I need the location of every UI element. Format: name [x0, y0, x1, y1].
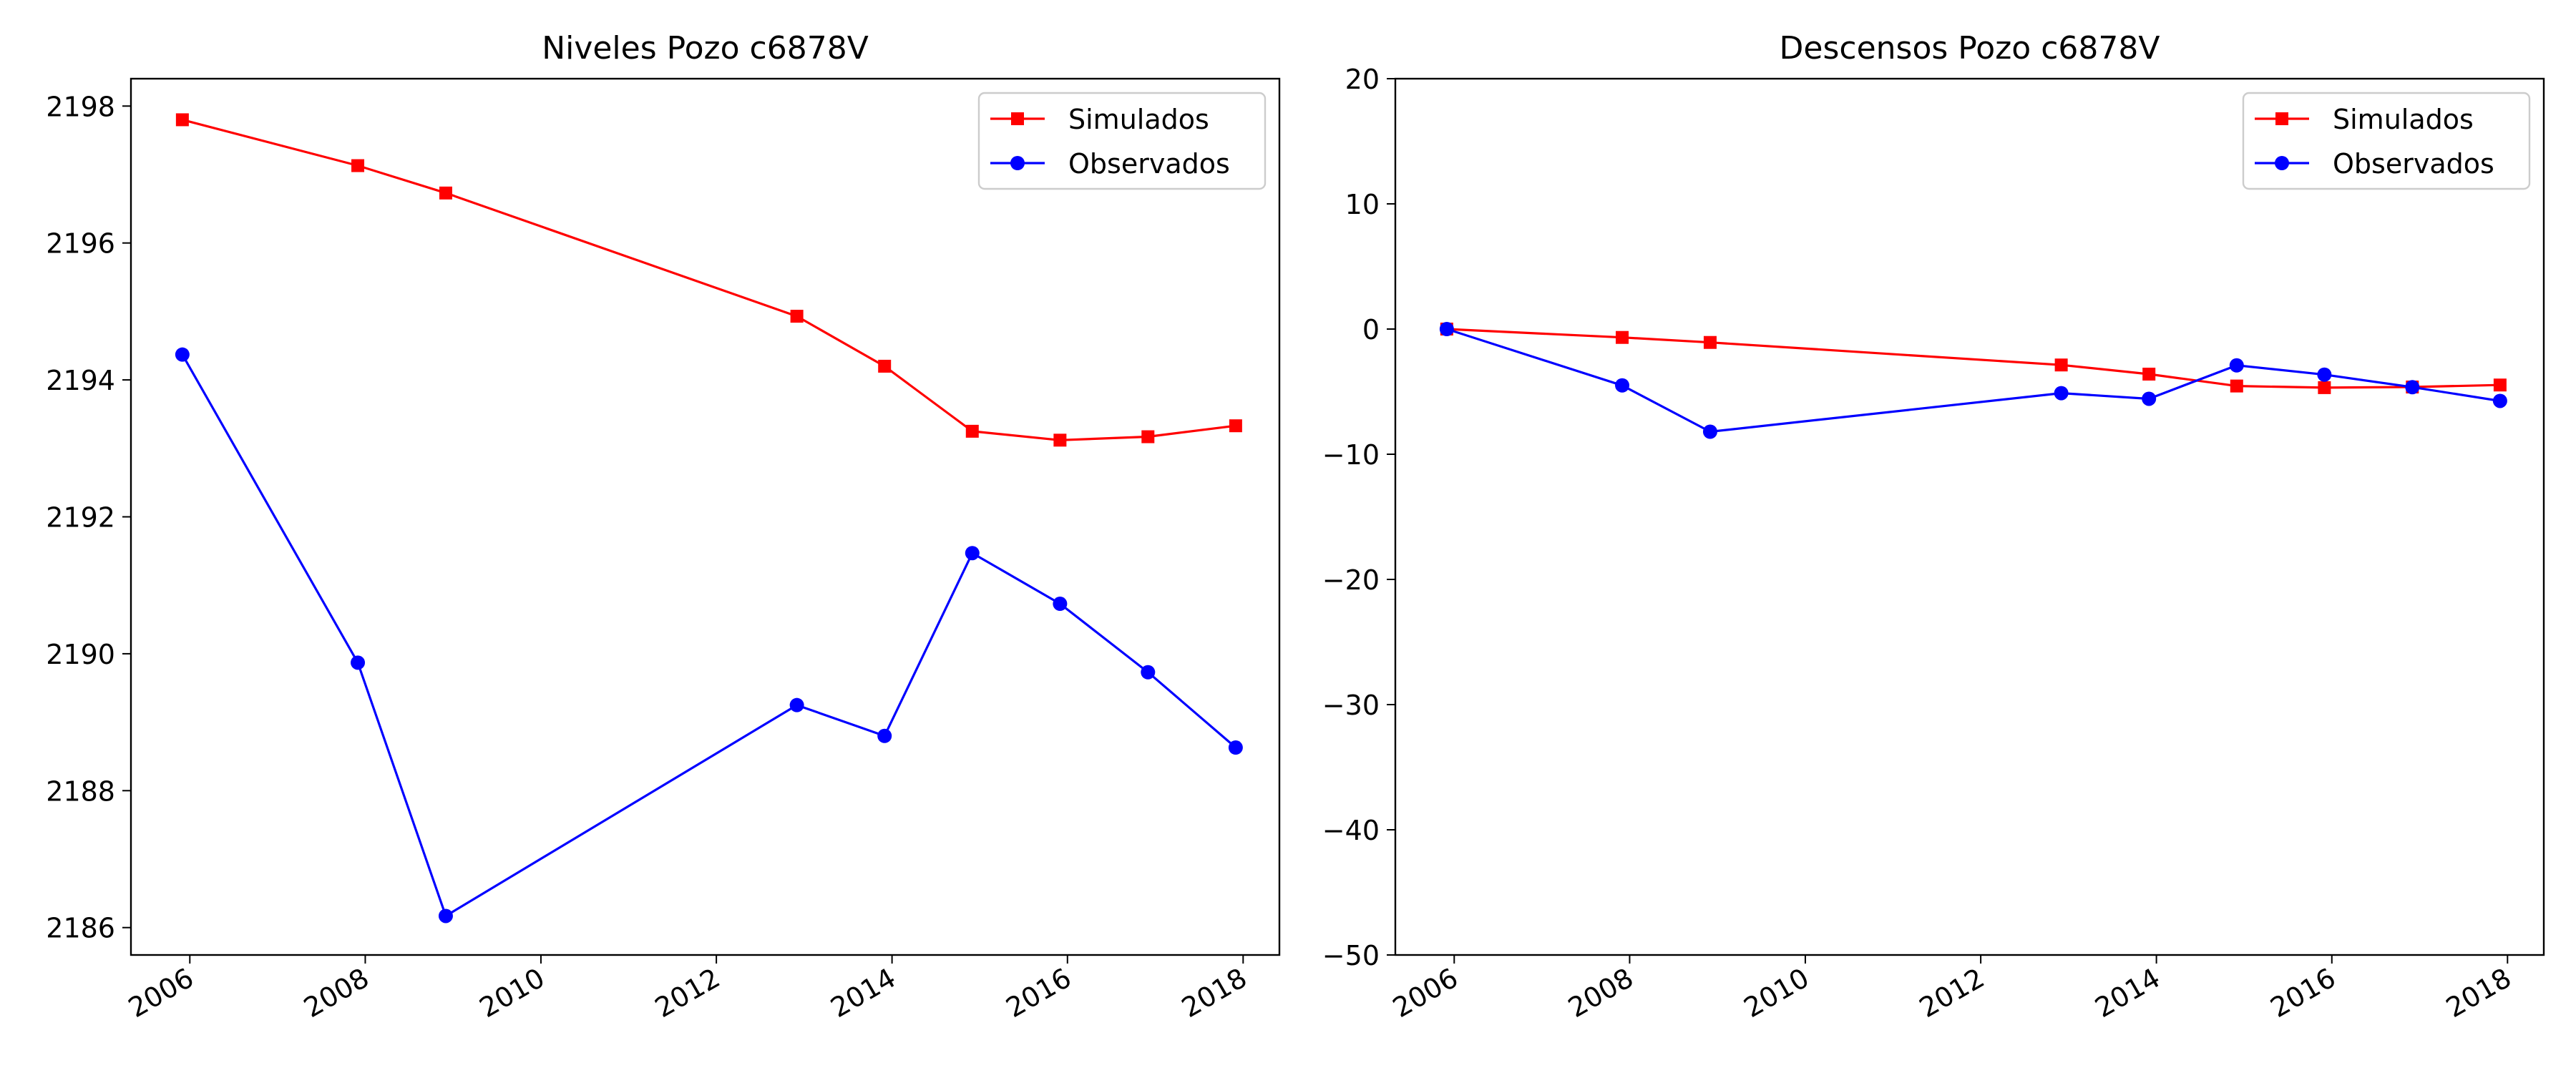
- data-point-observados: [2317, 367, 2332, 382]
- chart-title: Descensos Pozo c6878V: [1780, 30, 2160, 67]
- legend-label-simulados: Simulados: [1068, 104, 1209, 135]
- data-point-observados: [1141, 665, 1156, 680]
- y-tick-label: −30: [1322, 690, 1380, 721]
- data-point-observados: [2054, 386, 2069, 401]
- data-point-simulados: [790, 310, 804, 323]
- legend-label-simulados: Simulados: [2333, 104, 2474, 135]
- data-point-simulados: [2142, 368, 2156, 381]
- data-point-observados: [1228, 740, 1243, 755]
- legend: Simulados Observados: [2242, 92, 2531, 190]
- y-tick-label: 2186: [46, 913, 115, 944]
- plot-frame: [130, 77, 1281, 956]
- data-point-simulados: [1229, 419, 1242, 433]
- data-point-simulados: [2318, 381, 2331, 394]
- data-point-observados: [2229, 358, 2244, 373]
- legend: Simulados Observados: [977, 92, 1267, 190]
- data-point-observados: [1615, 378, 1630, 393]
- data-point-observados: [2142, 391, 2157, 406]
- y-tick-label: 2198: [46, 91, 115, 122]
- y-tick-label: 0: [1362, 314, 1380, 346]
- data-point-observados: [2405, 380, 2420, 395]
- data-point-simulados: [439, 186, 452, 200]
- data-point-simulados: [1703, 335, 1717, 349]
- data-point-simulados: [1616, 330, 1629, 344]
- y-tick-label: 2196: [46, 228, 115, 260]
- data-point-observados: [877, 728, 892, 743]
- legend-box: [977, 92, 1267, 190]
- y-tick-label: 20: [1345, 64, 1380, 95]
- legend-label-observados: Observados: [2333, 148, 2494, 180]
- data-point-observados: [1053, 597, 1068, 612]
- data-point-simulados: [1141, 430, 1155, 444]
- data-point-simulados: [2230, 379, 2243, 393]
- legend-label-observados: Observados: [1068, 148, 1230, 180]
- legend-box: [2242, 92, 2531, 190]
- data-point-observados: [438, 908, 453, 923]
- data-point-simulados: [878, 359, 892, 373]
- chart-title: Niveles Pozo c6878V: [542, 30, 869, 67]
- data-point-observados: [351, 655, 366, 670]
- data-point-simulados: [2493, 378, 2507, 392]
- legend-marker-observados: [1010, 156, 1025, 170]
- data-point-simulados: [2054, 358, 2068, 372]
- data-point-observados: [965, 546, 980, 561]
- y-tick-label: 2190: [46, 639, 115, 670]
- y-tick-label: −50: [1322, 940, 1380, 971]
- y-tick-label: −20: [1322, 564, 1380, 596]
- data-point-simulados: [965, 424, 979, 438]
- data-point-observados: [175, 347, 190, 362]
- y-tick-label: −10: [1322, 439, 1380, 471]
- plot-frame: [1394, 77, 2545, 956]
- data-point-simulados: [351, 159, 365, 172]
- data-point-simulados: [1053, 433, 1067, 447]
- legend-marker-simulados: [2275, 112, 2288, 125]
- data-point-observados: [1439, 322, 1454, 336]
- y-tick-label: 10: [1345, 189, 1380, 220]
- y-tick-label: 2194: [46, 365, 115, 396]
- legend-marker-simulados: [1011, 112, 1024, 125]
- y-tick-label: 2188: [46, 775, 115, 807]
- data-point-simulados: [175, 113, 189, 127]
- data-point-observados: [2492, 393, 2507, 408]
- data-point-observados: [789, 697, 804, 712]
- legend-marker-observados: [2275, 156, 2289, 170]
- data-point-observados: [1702, 424, 1717, 439]
- y-tick-label: −40: [1322, 815, 1380, 846]
- y-tick-label: 2192: [46, 502, 115, 534]
